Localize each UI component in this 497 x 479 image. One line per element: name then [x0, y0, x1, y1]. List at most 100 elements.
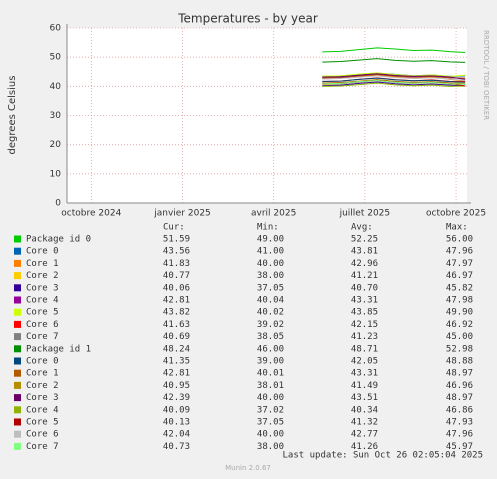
series-line — [322, 79, 466, 85]
legend-stat: 37.05 — [257, 418, 284, 428]
series-line — [322, 79, 466, 84]
legend-stat: 40.01 — [257, 369, 284, 379]
legend-stat: 39.00 — [257, 357, 284, 367]
y-tick-label: 60 — [50, 24, 62, 34]
legend-stat: 46.92 — [446, 320, 473, 330]
x-tick-label: avril 2025 — [251, 209, 296, 219]
y-tick-label: 20 — [50, 140, 62, 150]
x-tick-label: janvier 2025 — [153, 209, 211, 219]
legend-stat: 40.00 — [257, 430, 284, 440]
legend-name: Core 2 — [26, 271, 59, 281]
legend-stat: 41.23 — [351, 332, 378, 342]
legend-swatch — [14, 308, 21, 316]
legend-swatch — [14, 430, 21, 438]
legend-stat: 48.97 — [446, 369, 473, 379]
legend-name: Core 4 — [26, 296, 59, 306]
legend-swatch — [14, 357, 21, 365]
legend-swatch — [14, 381, 21, 389]
legend-swatch — [14, 296, 21, 304]
legend-stat: 52.25 — [351, 235, 378, 245]
legend-swatch — [14, 345, 21, 353]
legend-stat: 41.63 — [163, 320, 190, 330]
legend-name: Core 1 — [26, 259, 59, 269]
legend-stat: 46.86 — [446, 405, 473, 415]
legend-name: Core 6 — [26, 430, 59, 440]
legend-header: Avg: — [351, 223, 373, 233]
legend-stat: 40.04 — [257, 296, 284, 306]
legend-name: Core 3 — [26, 283, 59, 293]
series-line — [322, 77, 466, 83]
series-line — [322, 58, 466, 63]
legend-stat: 42.39 — [163, 393, 190, 403]
legend-stat: 49.00 — [257, 235, 284, 245]
legend-stat: 38.05 — [257, 332, 284, 342]
legend-name: Core 4 — [26, 405, 59, 415]
x-tick-label: octobre 2025 — [426, 209, 486, 219]
legend-stat: 37.02 — [257, 405, 284, 415]
legend-stat: 45.00 — [446, 332, 473, 342]
series-line — [322, 73, 466, 79]
legend-stat: 47.97 — [446, 259, 473, 269]
legend-stat: 40.13 — [163, 418, 190, 428]
legend-header: Max: — [446, 223, 468, 233]
legend-stat: 51.59 — [163, 235, 190, 245]
y-tick-label: 30 — [50, 111, 62, 121]
legend-stat: 43.85 — [351, 308, 378, 318]
y-tick-label: 0 — [55, 199, 61, 209]
legend-stat: 42.77 — [351, 430, 378, 440]
legend-swatch — [14, 247, 21, 255]
legend-stat: 46.96 — [446, 381, 473, 391]
legend-stat: 46.97 — [446, 271, 473, 281]
legend-stat: 41.26 — [351, 442, 378, 452]
legend-stat: 45.97 — [446, 442, 473, 452]
y-axis-label: degrees Celsius — [7, 76, 18, 155]
legend-swatch — [14, 406, 21, 414]
legend-stat: 41.83 — [163, 259, 190, 269]
series-line — [322, 82, 466, 87]
legend-stat: 43.31 — [351, 296, 378, 306]
legend-swatch — [14, 369, 21, 377]
legend-swatch — [14, 259, 21, 267]
legend-stat: 38.00 — [257, 271, 284, 281]
legend-name: Core 5 — [26, 418, 59, 428]
y-tick-label: 40 — [50, 82, 62, 92]
legend-stat: 40.06 — [163, 283, 190, 293]
legend-stat: 56.00 — [446, 235, 473, 245]
legend-stat: 48.71 — [351, 344, 378, 354]
x-tick-label: octobre 2024 — [61, 209, 121, 219]
legend-swatch — [14, 284, 21, 292]
legend-name: Package id 0 — [26, 235, 91, 245]
legend-stat: 37.05 — [257, 283, 284, 293]
side-label: RRDTOOL / TOBI OETIKER — [482, 30, 490, 120]
legend-stat: 40.34 — [351, 405, 378, 415]
legend-swatch — [14, 333, 21, 341]
legend-stat: 48.88 — [446, 357, 473, 367]
legend-name: Core 5 — [26, 308, 59, 318]
legend-stat: 40.77 — [163, 271, 190, 281]
legend-stat: 40.00 — [257, 393, 284, 403]
legend-stat: 47.96 — [446, 430, 473, 440]
legend-stat: 40.70 — [351, 283, 378, 293]
legend-stat: 40.09 — [163, 405, 190, 415]
legend-stat: 42.15 — [351, 320, 378, 330]
legend-stat: 52.98 — [446, 344, 473, 354]
series-line — [322, 81, 466, 87]
series-line — [322, 47, 466, 53]
legend-stat: 41.21 — [351, 271, 378, 281]
legend-stat: 41.35 — [163, 357, 190, 367]
legend-stat: 42.96 — [351, 259, 378, 269]
legend-stat: 43.51 — [351, 393, 378, 403]
series-line — [322, 75, 466, 81]
y-tick-label: 50 — [50, 53, 62, 63]
legend-header: Min: — [257, 223, 279, 233]
x-tick-label: juillet 2025 — [339, 209, 391, 219]
legend-name: Core 6 — [26, 320, 59, 330]
legend-stat: 46.00 — [257, 344, 284, 354]
legend-stat: 42.81 — [163, 369, 190, 379]
legend-stat: 40.95 — [163, 381, 190, 391]
legend-stat: 38.01 — [257, 381, 284, 391]
legend-stat: 41.32 — [351, 418, 378, 428]
legend-swatch — [14, 320, 21, 328]
legend-stat: 42.81 — [163, 296, 190, 306]
